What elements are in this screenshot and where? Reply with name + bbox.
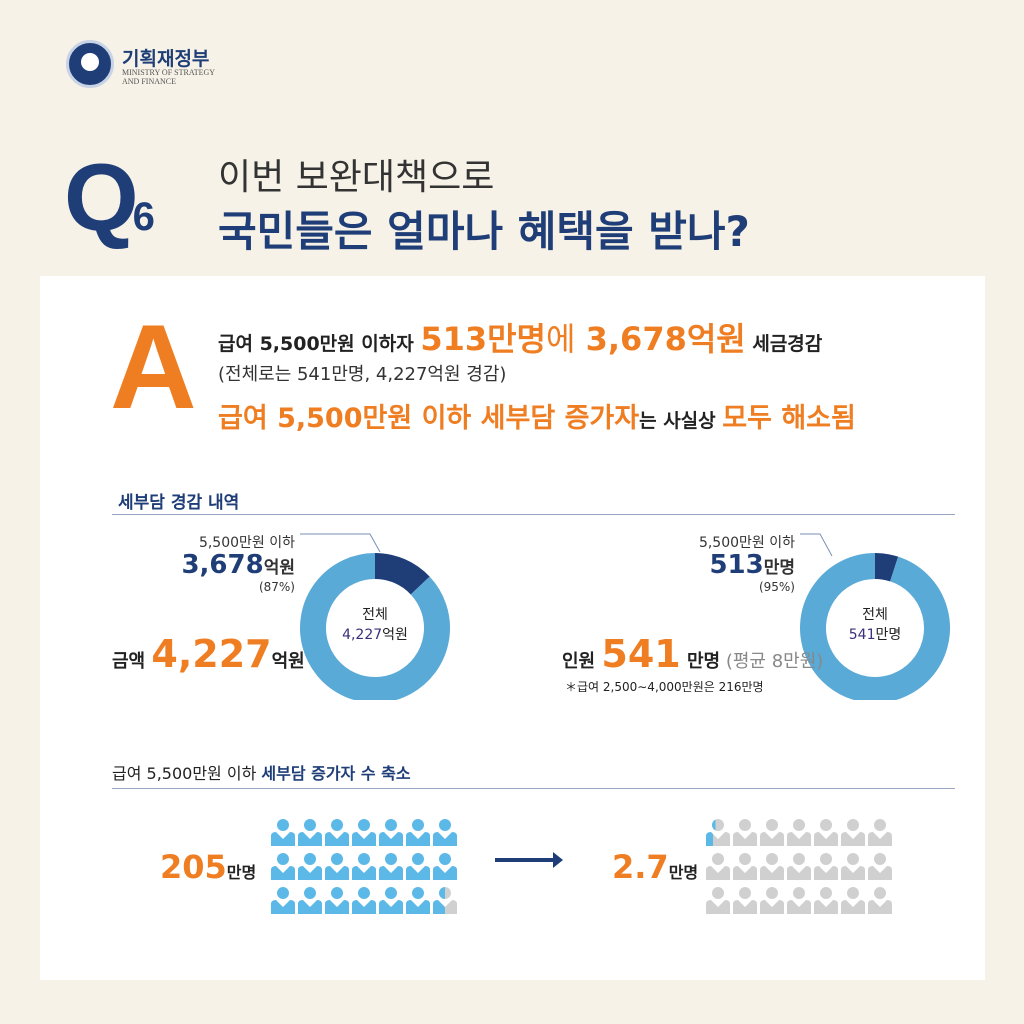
person-icon	[405, 886, 431, 914]
person-icon	[867, 852, 893, 880]
person-icon	[297, 886, 323, 914]
person-icon	[813, 818, 839, 846]
title-line-1: 이번 보완대책으로	[218, 157, 495, 198]
org-name-en: MINISTRY OF STRATEGY AND FINANCE	[122, 68, 216, 86]
before-pictogram	[270, 818, 458, 914]
question-number: Q6	[64, 144, 155, 251]
person-icon	[786, 886, 812, 914]
leader-line	[300, 533, 381, 553]
amount-sub-label: 5,500만원 이하	[198, 535, 295, 551]
section-title-reduction: 세부담 경감 내역	[118, 493, 240, 513]
answer-line-3: 급여 5,500만원 이하 세부담 증가자는 사실상 모두 해소됨	[218, 403, 856, 434]
person-icon	[732, 886, 758, 914]
person-icon	[705, 818, 731, 846]
person-icon	[759, 818, 785, 846]
person-icon	[705, 886, 731, 914]
donut-slice-rest	[300, 553, 450, 700]
person-icon	[351, 886, 377, 914]
amount-donut-center: 전체 4,227억원	[342, 607, 408, 643]
person-icon	[432, 818, 458, 846]
people-sub-pct: (95%)	[758, 580, 795, 594]
person-icon	[324, 886, 350, 914]
person-icon	[813, 886, 839, 914]
person-icon	[297, 852, 323, 880]
ministry-logo	[66, 40, 114, 88]
answer-letter: A	[110, 300, 197, 434]
person-icon	[405, 852, 431, 880]
person-icon	[813, 852, 839, 880]
person-icon	[732, 818, 758, 846]
person-icon	[405, 818, 431, 846]
arrow-right-icon	[495, 852, 563, 868]
person-icon	[351, 852, 377, 880]
person-icon	[867, 818, 893, 846]
person-icon	[378, 818, 404, 846]
person-icon	[432, 886, 458, 914]
person-icon	[351, 818, 377, 846]
amount-sub-pct: (87%)	[258, 580, 295, 594]
divider	[112, 514, 955, 515]
person-icon	[840, 818, 866, 846]
person-icon	[786, 818, 812, 846]
person-icon	[297, 818, 323, 846]
person-icon	[324, 818, 350, 846]
donut-slice-highlight	[874, 553, 899, 582]
leader-line	[800, 533, 833, 557]
person-icon	[378, 852, 404, 880]
donut-slice-rest	[800, 553, 950, 700]
amount-donut	[300, 533, 450, 700]
people-total: 인원 541 만명 (평균 8만원)	[562, 632, 824, 676]
people-note: ＊급여 2,500∼4,000만원은 216만명	[565, 680, 764, 694]
people-sub-label: 5,500만원 이하	[698, 535, 795, 551]
org-name: 기획재정부	[122, 48, 210, 70]
person-icon	[759, 886, 785, 914]
amount-sub-value: 3,678억원	[181, 550, 295, 580]
amount-total: 금액 4,227억원	[112, 632, 305, 676]
person-icon	[705, 852, 731, 880]
before-count: 205만명	[160, 848, 257, 886]
person-icon	[270, 852, 296, 880]
section-title-decrease: 급여 5,500만원 이하 세부담 증가자 수 축소	[112, 764, 411, 783]
answer-line-2: (전체로는 541만명, 4,227억원 경감)	[218, 364, 507, 385]
people-donut	[800, 533, 950, 700]
divider	[112, 788, 955, 789]
person-icon	[867, 886, 893, 914]
person-icon	[732, 852, 758, 880]
after-count: 2.7만명	[612, 848, 699, 886]
person-icon	[840, 852, 866, 880]
person-icon	[270, 886, 296, 914]
person-icon	[324, 852, 350, 880]
donut-slice-highlight	[374, 553, 430, 595]
title-line-2: 국민들은 얼마나 혜택을 받나?	[218, 207, 750, 256]
person-icon	[378, 886, 404, 914]
person-icon	[432, 852, 458, 880]
person-icon	[270, 818, 296, 846]
people-sub-value: 513만명	[709, 550, 795, 580]
after-pictogram	[705, 818, 893, 914]
person-icon	[840, 886, 866, 914]
person-icon	[786, 852, 812, 880]
people-donut-center: 전체 541만명	[848, 607, 902, 643]
answer-line-1: 급여 5,500만원 이하자 513만명에 3,678억원 세금경감	[218, 320, 823, 358]
person-icon	[759, 852, 785, 880]
